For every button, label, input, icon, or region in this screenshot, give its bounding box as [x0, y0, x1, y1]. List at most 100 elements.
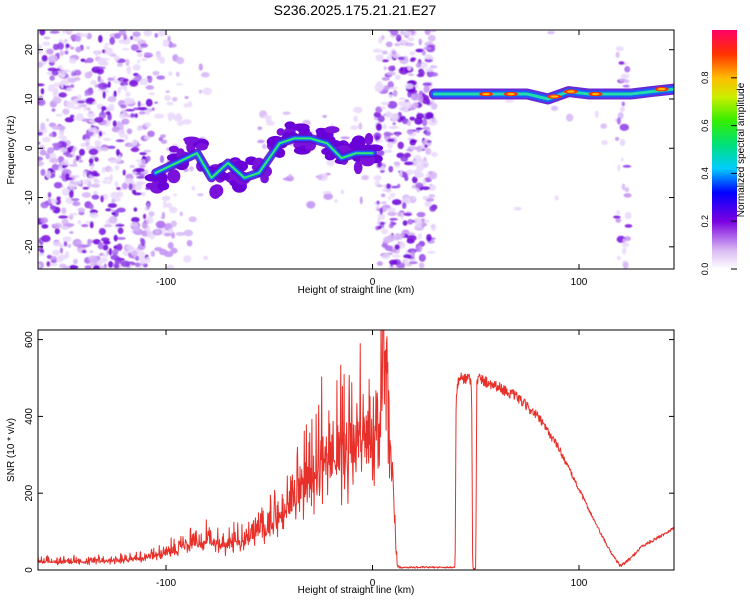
spectrogram-noise-cell: [38, 263, 41, 269]
spectrogram-noise-cell: [170, 247, 178, 254]
spectrogram-noise-cell: [38, 141, 41, 145]
spectrogram-noise-cell: [69, 212, 79, 216]
spectrogram-noise-cell: [164, 94, 171, 102]
spectrogram-noise-cell: [429, 205, 437, 212]
spectrogram-noise-cell: [161, 211, 166, 220]
spectrogram-noise-cell: [424, 54, 433, 60]
spectrogram-noise-cell: [594, 110, 599, 118]
spectrogram-noise-cell: [140, 43, 148, 48]
spectrogram-noise-cell: [406, 148, 412, 152]
spectrogram-noise-cell: [353, 115, 358, 123]
spectrogram-noise-cell: [81, 182, 89, 185]
spectrogram-noise-cell: [38, 50, 43, 54]
spectrogram-noise-cell: [381, 201, 387, 205]
spectrogram-noise-cell: [46, 48, 54, 55]
spectrogram-noise-cell: [388, 266, 398, 269]
spectrogram-noise-cell: [117, 87, 122, 95]
spectrogram-noise-cell: [63, 240, 68, 247]
spectrogram-noise-cell: [377, 225, 382, 230]
spectrogram-noise-cell: [52, 249, 60, 256]
spectrogram-noise-cell: [83, 178, 92, 183]
spectrogram-noise-cell: [68, 58, 77, 64]
spectrogram-noise-cell: [403, 31, 412, 36]
spectrogram-noise-cell: [381, 253, 391, 260]
spectrogram-noise-cell: [125, 91, 131, 97]
spectrogram-noise-cell: [616, 117, 621, 125]
spectrogram-noise-cell: [615, 46, 624, 52]
spectrogram-noise-cell: [624, 187, 630, 193]
spectrogram-noise-cell: [98, 111, 107, 120]
spectrogram-noise-cell: [391, 222, 397, 226]
spectrogram-noise-cell: [427, 34, 436, 42]
spectrogram-noise-cell: [98, 131, 103, 137]
spectrogram-noise-cell: [140, 158, 146, 166]
spectrogram-noise-cell: [414, 93, 419, 98]
spectrogram-noise-cell: [138, 111, 146, 115]
spectrogram-noise-cell: [116, 207, 126, 213]
spectrogram-noise-cell: [113, 263, 120, 269]
spectrogram-noise-cell: [402, 220, 408, 226]
spectrogram-noise-cell: [135, 167, 145, 173]
spectrogram-noise-cell: [69, 114, 75, 119]
spectrogram-noise-cell: [58, 215, 69, 219]
snr-y-tick-label: 0: [24, 567, 35, 573]
spectrogram-noise-cell: [151, 107, 155, 111]
spectrogram-noise-cell: [388, 259, 398, 265]
spectrogram-noise-cell: [101, 49, 107, 54]
spectrogram-noise-cell: [361, 175, 370, 181]
spectrogram-noise-cell: [168, 71, 173, 77]
spectrogram-noise-cell: [407, 37, 415, 42]
spectrogram-noise-cell: [621, 101, 626, 107]
spectrogram-noise-cell: [181, 119, 192, 125]
spectrogram-noise-cell: [49, 158, 59, 164]
spectrogram-noise-cell: [154, 33, 159, 38]
spectrogram-noise-cell: [148, 92, 155, 96]
spectrogram-noise-cell: [48, 263, 59, 267]
spectrogram-noise-cell: [125, 108, 135, 112]
spectrogram-noise-cell: [140, 191, 146, 197]
spectrogram-noise-cell: [67, 243, 72, 248]
spectrogram-noise-cell: [56, 196, 61, 200]
spectrogram-noise-cell: [381, 193, 386, 198]
spectrogram-noise-cell: [92, 264, 101, 269]
spectrogram-x-tick-label: 100: [571, 277, 588, 288]
spectrogram-noise-cell: [53, 87, 59, 95]
spectrogram-noise-cell: [397, 183, 401, 188]
spectrogram-noise-cell: [385, 41, 393, 48]
spectrogram-noise-cell: [162, 200, 167, 209]
spectrogram-noise-cell: [101, 60, 109, 67]
spectrogram-noise-cell: [53, 181, 63, 189]
spectrogram-noise-cell: [399, 169, 403, 178]
spectrogram-noise-cell: [128, 79, 139, 87]
snr-panel: -100 0 100 0 200 400 600 Height of straight l…: [6, 329, 675, 596]
spectrogram-noise-cell: [72, 258, 78, 265]
spectrogram-noise-cell: [397, 141, 404, 150]
spectrogram-noise-cell: [99, 79, 104, 83]
spectrogram-noise-cell: [94, 140, 102, 147]
spectrogram-noise-cell: [78, 148, 86, 156]
spectrogram-noise-cell: [89, 212, 99, 219]
spectrogram-noise-cell: [146, 202, 150, 211]
spectrogram-noise-cell: [113, 55, 120, 62]
spectrogram-noise-cell: [154, 113, 165, 119]
spectrogram-noise-cell: [59, 147, 68, 153]
spectrogram-noise-cell: [88, 127, 98, 133]
spectrogram-noise-cell: [600, 123, 607, 129]
spectrogram-noise-cell: [58, 135, 68, 140]
spectrogram-noise-cell: [114, 181, 119, 188]
spectrogram-noise-cell: [107, 203, 118, 208]
spectrogram-noise-cell: [166, 264, 174, 269]
spectrogram-noise-cell: [51, 163, 59, 171]
spectrogram-noise-cell: [404, 101, 412, 110]
spectrogram-noise-cell: [94, 51, 101, 56]
spectrogram-noise-cell: [60, 225, 70, 231]
spectrogram-noise-cell: [621, 242, 630, 248]
spectrogram-noise-cell: [137, 127, 143, 131]
spectrogram-noise-cell: [323, 193, 333, 200]
snr-y-tick-label: 400: [24, 408, 35, 425]
spectrogram-noise-cell: [427, 250, 436, 254]
spectrogram-noise-cell: [601, 139, 609, 146]
spectrogram-noise-cell: [129, 164, 136, 168]
spectrogram-noise-cell: [59, 247, 64, 254]
